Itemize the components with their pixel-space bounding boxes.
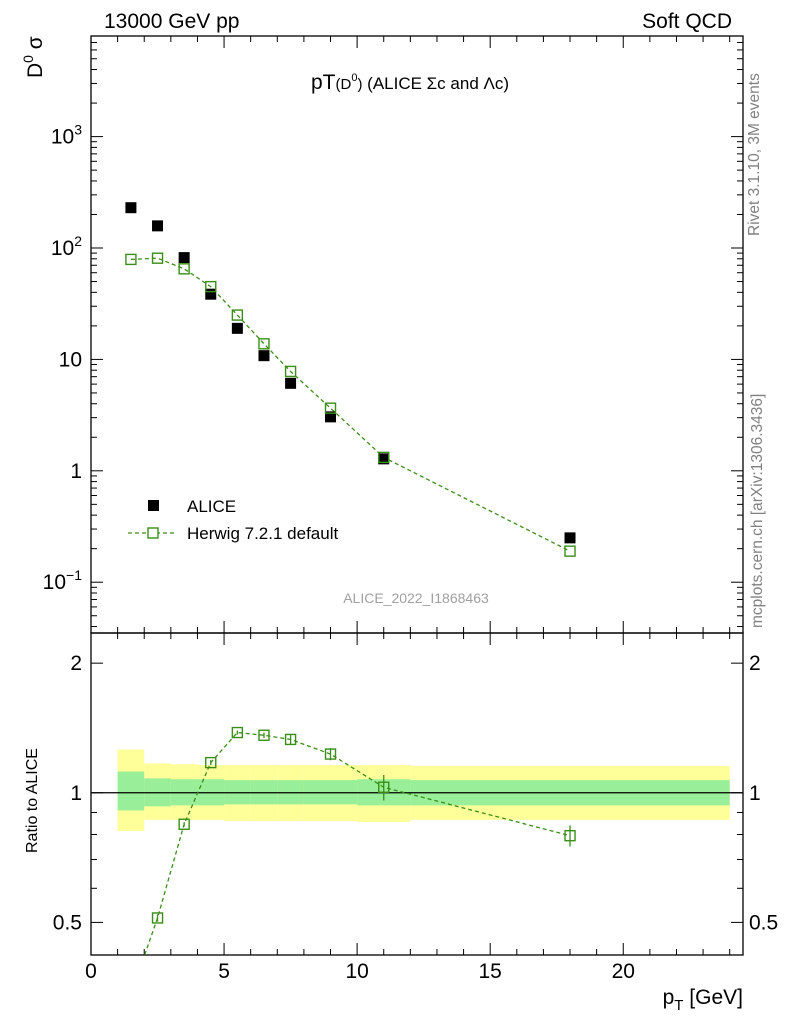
herwig-line [130, 257, 571, 552]
ylabel-tail: σ [24, 36, 47, 55]
ylabel-base: D [24, 63, 47, 78]
main-panel: pT(D0) (ALICE Σc and Λc) D0 σ ALICE_2022… [20, 35, 744, 955]
alice-point-7 [325, 411, 337, 423]
herwig-point-0 [125, 253, 137, 266]
ratio-y-tick-label-l-2: 2 [70, 652, 82, 675]
herwig-point-7 [324, 402, 337, 414]
ratio-y-tick-label-r-1: 1 [749, 782, 761, 805]
ratio-ylabel: Ratio to ALICE [24, 748, 41, 853]
ratio-line [143, 731, 571, 955]
uncertainty-bands [117, 749, 730, 832]
alice-point-9 [564, 532, 576, 544]
ratio-y-tick-label-r-0: 0.5 [749, 911, 778, 934]
herwig-point-4 [231, 309, 244, 321]
legend: ALICE Herwig 7.2.1 default [128, 497, 338, 543]
alice-point-1 [152, 220, 164, 232]
alice-point-3 [205, 288, 217, 300]
herwig-point-9 [564, 545, 576, 557]
ylabel-sup: 0 [20, 55, 36, 63]
ratio-point-9 [564, 829, 576, 842]
analysis-watermark: ALICE_2022_I1868463 [343, 590, 489, 606]
legend-herwig-label: Herwig 7.2.1 default [187, 524, 338, 543]
y-tick-exp-0: −1 [66, 567, 82, 583]
x-tick-label-15: 15 [479, 960, 502, 983]
title-paren: (D [335, 76, 351, 93]
energy-label: 13000 GeV pp [104, 10, 239, 33]
xlabel-tail: [GeV] [683, 986, 743, 1009]
x-tick-label-0: 0 [85, 960, 97, 983]
alice-point-5 [258, 350, 270, 362]
x-tick-label-10: 10 [345, 960, 368, 983]
ratio-y-tick-label-l-0: 0.5 [53, 911, 82, 934]
herwig-point-3 [205, 280, 217, 293]
x-tick-label-5: 5 [218, 960, 230, 983]
ratio-y-tick-label-l-1: 1 [70, 782, 82, 805]
y-tick-exp-3: 2 [74, 233, 82, 249]
title-pt: pT [311, 71, 336, 94]
y-tick-label-0: 10−1 [43, 567, 83, 594]
herwig-point-6 [284, 365, 297, 378]
y-tick-exp-4: 3 [74, 122, 82, 138]
legend-alice-marker [148, 500, 159, 511]
band-inner-0 [117, 771, 145, 811]
ratio-y-tick-label-r-2: 2 [749, 652, 761, 675]
ratio-point-8 [378, 781, 390, 793]
y-tick-base-0: 10 [43, 571, 66, 594]
alice-point-0 [125, 202, 137, 214]
ratio-point-2 [178, 818, 190, 830]
main-title: pT(D0) (ALICE Σc and Λc) [311, 71, 509, 94]
mcplots-label: mcplots.cern.ch [arXiv:1306.3436] [749, 394, 766, 628]
herwig-point-1 [151, 252, 164, 264]
alice-point-6 [285, 377, 297, 389]
y-tick-label-2: 10 [59, 348, 82, 371]
ratio-point-5 [258, 729, 270, 741]
herwig-point-5 [258, 338, 270, 350]
y-tick-label-1: 1 [70, 460, 82, 483]
ratio-point-0 [126, 990, 136, 1000]
herwig-point-8 [378, 451, 390, 464]
ratio-point-6 [284, 733, 297, 746]
main-ylabel: D0 σ [20, 36, 47, 78]
y-tick-base-3: 10 [51, 237, 74, 260]
ratio-frame [90, 632, 744, 956]
y-tick-label-4: 103 [51, 122, 82, 149]
y-tick-label-3: 102 [51, 233, 82, 260]
alice-point-8 [378, 453, 390, 465]
main-data [125, 202, 576, 557]
alice-point-4 [231, 322, 243, 334]
ratio-point-3 [205, 756, 217, 769]
ratio-point-1 [151, 912, 164, 924]
title-sup: 0 [351, 72, 357, 84]
x-axis-label: pT [GeV] [663, 986, 743, 1014]
x-tick-label-20: 20 [612, 960, 635, 983]
ratio-data [126, 726, 576, 1000]
y-tick-base-4: 10 [51, 126, 74, 149]
rivet-label: Rivet 3.1.10, 3M events [746, 73, 763, 236]
main-frame [90, 35, 744, 634]
ratio-point-7 [324, 748, 337, 760]
ratio-point-4 [231, 726, 244, 739]
xlabel-base: p [663, 986, 675, 1009]
title-rest: (ALICE Σc and Λc) [362, 74, 509, 93]
legend-herwig-marker [147, 527, 159, 539]
xlabel-sub: T [674, 997, 683, 1014]
title-paren-close: ) [357, 76, 362, 93]
category-label: Soft QCD [642, 10, 732, 33]
ratio-panel: Ratio to ALICE pT [GeV] 0 5 10 15 20 0.5 0.5 1 1… [24, 632, 778, 1014]
alice-point-2 [178, 252, 190, 264]
legend-alice-label: ALICE [187, 497, 236, 516]
herwig-point-2 [178, 263, 190, 275]
